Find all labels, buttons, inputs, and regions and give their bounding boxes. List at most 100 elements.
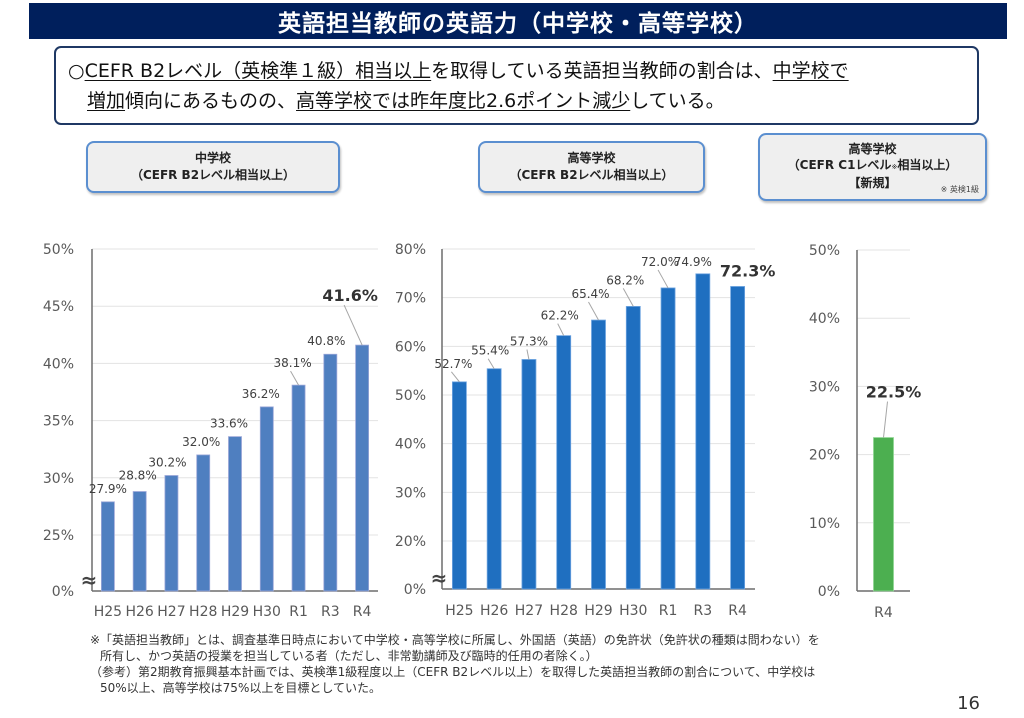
y-tick-label: 35%: [43, 414, 74, 430]
leader-line: [588, 301, 599, 321]
x-tick-label: R3: [694, 603, 713, 619]
y-tick-label: 0%: [818, 584, 840, 600]
footnote-line: 50%以上、高等学校は75%以上を目標としていた。: [100, 681, 381, 695]
bar: [196, 454, 211, 592]
x-tick-label: H26: [480, 603, 508, 619]
data-label: 36.2%: [242, 387, 280, 401]
summary-segment: している。: [630, 90, 725, 112]
bar: [164, 475, 179, 592]
x-tick-label: H26: [125, 604, 153, 620]
data-label: 38.1%: [273, 356, 311, 370]
footnote-line: 所有し、かつ英語の授業を担当している者（ただし、非常勤講師及び臨時的任用の者除く…: [100, 649, 598, 663]
summary-segment: 増加: [87, 90, 126, 112]
summary-bullet: ○: [68, 60, 85, 82]
page-number: 16: [957, 693, 980, 714]
summary-box: ○CEFR B2レベル（英検準１級）相当以上を取得している英語担当教師の割合は、…: [54, 46, 979, 125]
y-tick-label: 60%: [395, 339, 426, 355]
data-label: 41.6%: [322, 286, 378, 305]
bar: [521, 359, 537, 590]
chart-label-high-school-c1: 高等学校 （CEFR C1レベル※相当以上） 【新規】 ※ 英検1級: [758, 133, 987, 201]
page-title: 英語担当教師の英語力（中学校・高等学校）: [29, 3, 1007, 39]
chart-high-school: 0% 20% 30% 40% 50% 60% 70% 80% ≈52.7% H25 55.4% H26…: [395, 242, 775, 619]
y-tick-label: 30%: [43, 471, 74, 487]
label-subtitle: （CEFR B2レベル相当以上）: [130, 168, 296, 182]
x-tick-label: H27: [515, 603, 543, 619]
data-label: 32.0%: [182, 435, 220, 449]
bar: [228, 436, 242, 592]
data-label: 65.4%: [571, 287, 609, 301]
x-tick-label: H28: [189, 604, 217, 620]
y-tick-label: 40%: [43, 356, 74, 372]
y-tick-label: 20%: [809, 448, 840, 464]
chart-label-junior-high: 中学校 （CEFR B2レベル相当以上）: [86, 141, 340, 193]
bar: [660, 287, 676, 590]
note-mark: ※: [891, 163, 898, 171]
footnote-line: （参考）第2期教育振興基本計画では、英検準1級程度以上（CEFR B2レベル以上…: [90, 665, 816, 679]
data-label: 62.2%: [541, 309, 579, 323]
leader-line: [290, 370, 299, 386]
label-subtitle: （CEFR C1レベル※相当以上）: [760, 157, 985, 175]
data-label: 30.2%: [148, 456, 186, 470]
y-tick-label: 30%: [809, 379, 840, 395]
chart-junior-high: 0% 25% 30% 35% 40% 45% 50% ≈27.9% H25 28.8% H26 30.…: [43, 242, 378, 620]
axis-break-icon: ≈: [431, 566, 448, 590]
x-tick-label: H28: [550, 603, 578, 619]
leader-line: [343, 304, 363, 346]
x-tick-label: H25: [445, 603, 473, 619]
bar: [873, 437, 894, 592]
y-tick-label: 30%: [395, 485, 426, 501]
label-new-tag: 【新規】: [848, 176, 897, 190]
bar: [291, 384, 306, 592]
summary-line-1: ○CEFR B2レベル（英検準１級）相当以上を取得している英語担当教師の割合は、…: [68, 56, 967, 86]
axis-break-icon: ≈: [81, 568, 98, 592]
label-note: ※ 英検1級: [940, 185, 979, 194]
data-label: 68.2%: [606, 273, 644, 287]
x-tick-label: R3: [321, 604, 340, 620]
data-label: 72.0%: [641, 255, 679, 269]
leader-line: [450, 371, 460, 383]
leader-line: [657, 269, 669, 289]
y-tick-label: 40%: [395, 437, 426, 453]
y-tick-label: 80%: [395, 242, 426, 258]
label-subtitle-a: （CEFR C1レベル: [787, 158, 892, 172]
leader-line: [883, 401, 888, 438]
footnotes: ※「英語担当教師」とは、調査基準日時点において中学校・高等学校に所属し、外国語（…: [90, 632, 970, 696]
data-label: 40.8%: [307, 334, 345, 348]
chart-label-high-school: 高等学校 （CEFR B2レベル相当以上）: [478, 141, 705, 193]
data-label: 27.9%: [89, 482, 127, 496]
label-subtitle: （CEFR B2レベル相当以上）: [509, 168, 674, 182]
bar: [486, 368, 502, 590]
y-tick-label: 40%: [809, 311, 840, 327]
footnote-line: ※「英語担当教師」とは、調査基準日時点において中学校・高等学校に所属し、外国語（…: [90, 633, 820, 647]
x-tick-label: H29: [584, 603, 612, 619]
x-tick-label: R4: [874, 605, 893, 621]
x-tick-label: H25: [94, 604, 122, 620]
data-label: 74.9%: [674, 255, 712, 269]
chart-high-school-c1: 0% 10% 20% 30% 40% 50% 22.5% R4: [809, 243, 921, 621]
y-tick-label: 10%: [809, 516, 840, 532]
data-label: 22.5%: [866, 383, 922, 402]
bar: [132, 491, 147, 592]
leader-line: [557, 323, 565, 336]
summary-line-2: 増加傾向にあるものの、高等学校では昨年度比2.6ポイント減少している。: [68, 86, 967, 116]
bar: [451, 381, 467, 590]
x-tick-label: R4: [353, 604, 372, 620]
data-label: 72.3%: [720, 261, 776, 280]
y-tick-label: 0%: [52, 584, 74, 600]
summary-segment: CEFR B2レベル（英検準１級）相当以上: [84, 60, 432, 82]
y-tick-label: 70%: [395, 291, 426, 307]
data-label: 55.4%: [471, 344, 509, 358]
bar: [695, 273, 711, 590]
summary-segment: 中学校で: [772, 60, 849, 82]
summary-segment: 傾向にあるものの、: [125, 90, 297, 112]
label-subtitle-b: 相当以上）: [897, 158, 958, 172]
y-tick-label: 45%: [43, 299, 74, 315]
bar: [323, 353, 338, 592]
x-tick-label: H29: [221, 604, 249, 620]
label-title: 高等学校: [567, 151, 616, 165]
bar: [355, 344, 370, 592]
data-label: 33.6%: [210, 417, 248, 431]
leader-line: [622, 288, 634, 307]
y-tick-label: 50%: [809, 243, 840, 259]
